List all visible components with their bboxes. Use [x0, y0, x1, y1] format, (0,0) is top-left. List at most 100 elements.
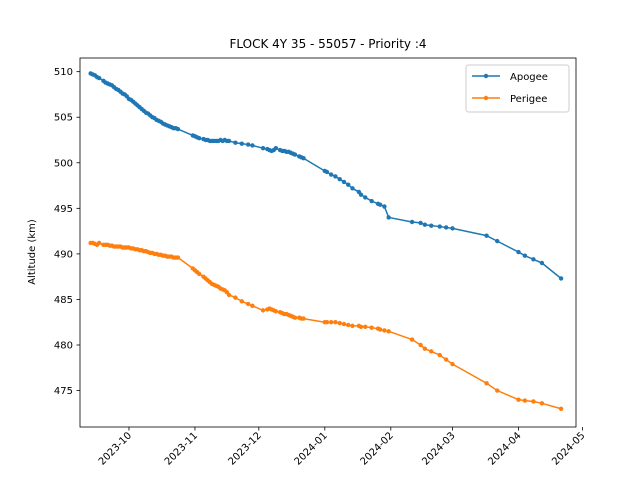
apogee-point	[358, 192, 364, 197]
apogee-point	[350, 186, 355, 191]
legend-item-perigee: Perigee	[472, 94, 547, 105]
legend-item-apogee: Apogee	[472, 72, 548, 83]
perigee-point	[484, 381, 489, 386]
perigee-point	[260, 308, 266, 313]
legend-marker-apogee	[483, 73, 489, 79]
axes-frame	[79, 57, 577, 428]
perigee-point	[495, 388, 500, 393]
apogee-point	[341, 179, 347, 185]
y-axis-title: Altitude (km)	[27, 219, 38, 285]
apogee-point	[273, 146, 279, 151]
perigee-point	[522, 398, 528, 403]
apogee-point	[484, 233, 489, 238]
apogee-point	[422, 222, 428, 227]
y-tick-label: 475	[54, 386, 73, 397]
apogee-point	[377, 202, 383, 207]
chart-title: FLOCK 4Y 35 - 55057 - Priority :4	[229, 37, 426, 51]
apogee-point	[409, 219, 415, 225]
apogee-point	[96, 75, 102, 81]
perigee-point	[239, 299, 244, 304]
y-tick-label: 510	[54, 67, 73, 78]
apogee-point	[450, 226, 455, 231]
legend-label-apogee: Apogee	[510, 72, 548, 83]
apogee-point	[429, 223, 434, 228]
apogee-point	[437, 224, 442, 229]
apogee-point	[539, 260, 545, 266]
perigee-series	[88, 240, 564, 411]
perigee-point	[450, 361, 455, 367]
perigee-point	[539, 401, 545, 406]
apogee-point	[324, 169, 330, 175]
apogee-point	[363, 195, 368, 200]
perigee-point	[363, 324, 368, 329]
apogee-point	[558, 276, 564, 281]
apogee-point	[522, 253, 528, 258]
y-tick-label: 490	[54, 249, 73, 260]
perigee-point	[250, 303, 255, 309]
y-tick-label: 480	[54, 341, 73, 352]
perigee-point	[197, 271, 202, 277]
apogee-point	[531, 257, 536, 262]
apogee-point	[418, 220, 423, 226]
y-tick-label: 485	[54, 295, 73, 306]
perigee-point	[437, 352, 442, 358]
apogee-point	[292, 152, 298, 157]
perigee-point	[531, 399, 536, 404]
perigee-point	[324, 320, 330, 325]
perigee-point	[273, 309, 279, 314]
y-tick-label: 505	[54, 113, 73, 124]
apogee-point	[245, 142, 251, 147]
apogee-point	[346, 182, 351, 187]
apogee-point	[239, 141, 244, 146]
apogee-point	[495, 238, 500, 244]
perigee-point	[301, 316, 306, 321]
perigee-point	[233, 295, 238, 300]
perigee-point	[346, 322, 351, 328]
perigee-point	[382, 328, 387, 333]
apogee-point	[175, 126, 181, 132]
perigee-point	[429, 349, 434, 354]
perigee-point	[409, 337, 415, 342]
perigee-point	[350, 323, 355, 329]
legend: Apogee Perigee	[465, 64, 570, 113]
perigee-point	[377, 327, 383, 332]
apogee-point	[516, 249, 521, 255]
perigee-point	[175, 255, 181, 260]
perigee-point	[558, 406, 564, 411]
apogee-point	[250, 143, 255, 148]
apogee-point	[260, 146, 266, 151]
apogee-point	[369, 198, 374, 204]
y-tick-label: 500	[54, 158, 73, 169]
perigee-point	[226, 292, 232, 298]
perigee-point	[418, 342, 423, 348]
perigee-point	[337, 320, 342, 326]
perigee-point	[328, 320, 334, 325]
apogee-series	[88, 71, 564, 281]
apogee-point	[301, 156, 306, 161]
legend-label-perigee: Perigee	[510, 94, 547, 105]
apogee-point	[197, 135, 202, 141]
perigee-point	[386, 329, 391, 334]
perigee-point	[516, 397, 521, 402]
apogee-point	[443, 225, 449, 230]
perigee-point	[333, 320, 338, 325]
apogee-point	[337, 176, 342, 182]
perigee-point	[422, 346, 428, 351]
apogee-point	[328, 172, 334, 177]
apogee-point	[226, 138, 232, 144]
apogee-point	[386, 215, 391, 220]
perigee-point	[292, 315, 298, 320]
y-tick-label: 495	[54, 204, 73, 215]
perigee-point	[443, 357, 449, 362]
perigee-point	[358, 324, 364, 329]
apogee-point	[233, 140, 238, 145]
perigee-point	[245, 301, 251, 307]
legend-marker-perigee	[483, 95, 489, 101]
perigee-point	[369, 325, 374, 330]
plot-area	[88, 71, 564, 411]
perigee-point	[96, 240, 102, 246]
apogee-point	[382, 204, 387, 209]
apogee-point	[333, 174, 338, 179]
perigee-point	[341, 321, 347, 327]
